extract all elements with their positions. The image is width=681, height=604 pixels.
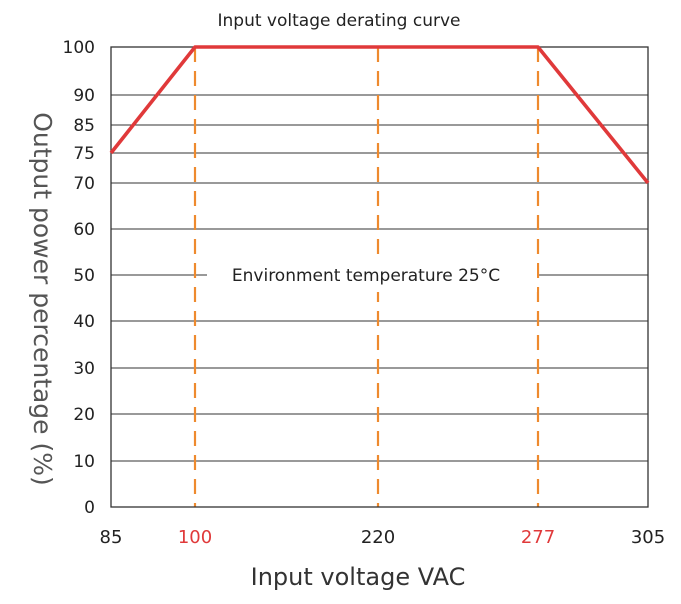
y-tick-label: 85 — [73, 116, 95, 136]
y-tick-labels: 0 10 20 30 40 50 60 70 75 85 90 100 — [63, 38, 95, 518]
y-tick-label: 100 — [63, 38, 95, 58]
y-axis-label: Output power percentage (%) — [28, 112, 57, 486]
y-tick-label: 40 — [73, 312, 95, 332]
x-tick-labels: 85 100 220 277 305 — [100, 527, 666, 548]
x-tick-label: 85 — [100, 527, 123, 548]
x-tick-label: 220 — [361, 527, 395, 548]
derating-curve — [109, 45, 650, 185]
y-tick-label: 70 — [73, 174, 95, 194]
y-tick-label: 60 — [73, 220, 95, 240]
y-tick-label: 75 — [73, 144, 95, 164]
annotation-background — [207, 256, 537, 292]
chart-title: Input voltage derating curve — [218, 11, 461, 31]
x-tick-label: 100 — [178, 527, 212, 548]
environment-temperature-note: Environment temperature 25°C — [232, 266, 500, 286]
x-axis-label: Input voltage VAC — [251, 563, 466, 591]
curve-layer — [109, 45, 650, 185]
y-tick-label: 90 — [73, 86, 95, 106]
x-tick-label: 305 — [631, 527, 665, 548]
x-tick-label: 277 — [521, 527, 555, 548]
y-tick-label: 10 — [73, 452, 95, 472]
y-tick-label: 0 — [84, 498, 95, 518]
y-tick-label: 30 — [73, 359, 95, 379]
y-tick-label: 50 — [73, 266, 95, 286]
y-tick-label: 20 — [73, 405, 95, 425]
